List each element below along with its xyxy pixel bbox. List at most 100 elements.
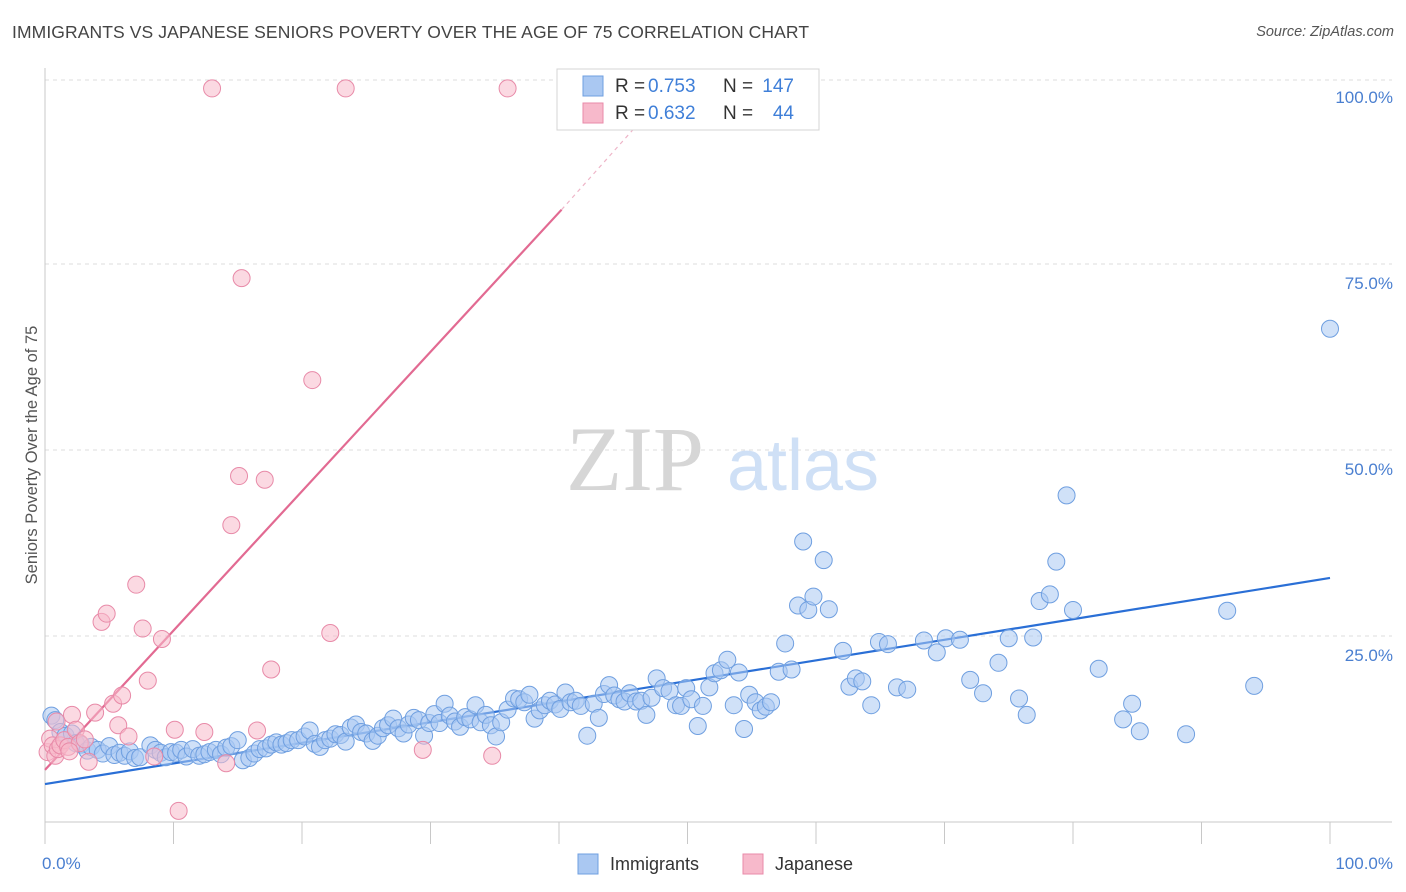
immigrants-point <box>853 672 872 691</box>
immigrants-point <box>1024 628 1043 647</box>
japanese-point <box>138 671 157 690</box>
japanese-point <box>47 712 66 731</box>
japanese-point <box>119 727 138 746</box>
immigrants-point <box>520 685 539 704</box>
immigrants-point <box>782 660 801 679</box>
immigrants-point <box>762 693 781 712</box>
japanese-point <box>336 79 355 98</box>
y-tick-label: 100.0% <box>1335 88 1393 107</box>
legend-r-label: R = <box>615 103 645 124</box>
series-legend-swatch-immigrants <box>577 853 599 875</box>
immigrants-point <box>989 653 1008 672</box>
japanese-point <box>86 703 105 722</box>
immigrants-point <box>735 720 754 738</box>
legend-n-label: N = <box>723 103 753 124</box>
immigrants-point <box>794 532 813 551</box>
immigrants-point <box>776 634 795 653</box>
immigrants-point <box>688 717 707 736</box>
source-credit: Source: ZipAtlas.com <box>1256 24 1394 40</box>
japanese-point <box>203 79 222 98</box>
japanese-point <box>195 722 214 741</box>
immigrants-point <box>1064 600 1082 619</box>
immigrants-point <box>1177 725 1196 744</box>
axes <box>44 68 1392 844</box>
japanese-point <box>145 747 164 766</box>
immigrants-point <box>1321 319 1339 338</box>
y-tick-label: 50.0% <box>1345 460 1393 479</box>
japanese-point <box>165 720 184 739</box>
immigrants-point <box>914 631 933 650</box>
series-legend-label-immigrants: Immigrants <box>610 854 699 874</box>
immigrants-point <box>1089 659 1108 678</box>
series-legend: Immigrants Japanese <box>577 853 853 875</box>
data-points <box>38 79 1339 820</box>
immigrants-point <box>693 696 712 715</box>
immigrants-point <box>898 680 917 699</box>
immigrants-point <box>718 650 737 669</box>
trendline-japanese-extension <box>561 120 642 211</box>
japanese-point <box>133 619 152 638</box>
series-legend-label-japanese: Japanese <box>775 854 853 874</box>
japanese-point <box>109 716 128 735</box>
japanese-point <box>169 801 188 820</box>
watermark: ZIP atlas <box>566 408 879 510</box>
watermark-zip: ZIP <box>566 408 704 510</box>
immigrants-point <box>814 551 833 570</box>
y-tick-label: 25.0% <box>1345 646 1393 665</box>
japanese-point <box>413 740 432 759</box>
legend-r-value: 0.632 <box>648 103 696 124</box>
series-legend-swatch-japanese <box>742 853 764 875</box>
grid-lines <box>45 79 1392 637</box>
immigrants-point <box>1130 722 1149 741</box>
legend-r-value: 0.753 <box>648 76 696 97</box>
japanese-point <box>217 754 236 773</box>
legend-swatch-japanese <box>582 102 604 124</box>
japanese-point <box>127 575 146 594</box>
legend-n-value: 147 <box>762 76 794 97</box>
japanese-point <box>498 79 517 98</box>
tick-labels: 25.0% 50.0% 75.0% 100.0% 0.0% 100.0% <box>42 88 1393 873</box>
x-tick-label: 0.0% <box>42 854 81 873</box>
japanese-point <box>303 371 322 390</box>
x-tick-label: 100.0% <box>1335 854 1393 873</box>
immigrants-point <box>961 670 980 689</box>
immigrants-point <box>729 663 748 682</box>
immigrants-point <box>1040 585 1059 604</box>
immigrants-point <box>1114 710 1133 729</box>
japanese-point <box>113 686 132 705</box>
immigrants-point <box>1245 676 1264 695</box>
immigrants-point <box>1010 689 1029 708</box>
y-axis-label: Seniors Poverty Over the Age of 75 <box>23 326 41 585</box>
immigrants-point <box>999 629 1018 648</box>
japanese-point <box>60 742 79 761</box>
trendline-japanese <box>44 208 563 771</box>
immigrants-point <box>724 696 743 715</box>
legend-n-label: N = <box>723 76 753 97</box>
immigrants-point <box>974 684 993 703</box>
immigrants-point <box>804 587 823 606</box>
immigrants-point <box>833 641 852 660</box>
immigrants-point <box>1218 601 1237 620</box>
japanese-point <box>255 470 274 489</box>
legend-swatch-immigrants <box>582 75 604 97</box>
immigrants-point <box>1057 486 1076 505</box>
japanese-point <box>79 752 98 771</box>
japanese-point <box>483 746 502 765</box>
japanese-point <box>232 269 251 288</box>
immigrants-point <box>927 643 946 662</box>
legend-n-value: 44 <box>773 103 795 124</box>
legend: R = 0.753 N = 147 R = 0.632 N = 44 <box>556 68 820 131</box>
japanese-point <box>62 705 81 724</box>
immigrants-point <box>862 696 881 715</box>
immigrants-point <box>878 635 897 654</box>
immigrants-point <box>1047 552 1066 571</box>
japanese-point <box>262 660 281 679</box>
japanese-point <box>230 467 249 486</box>
immigrants-point <box>589 708 608 727</box>
japanese-point <box>222 516 241 535</box>
y-tick-label: 75.0% <box>1345 274 1393 293</box>
japanese-point <box>152 629 171 648</box>
japanese-point <box>248 721 267 740</box>
immigrants-point <box>578 726 597 745</box>
